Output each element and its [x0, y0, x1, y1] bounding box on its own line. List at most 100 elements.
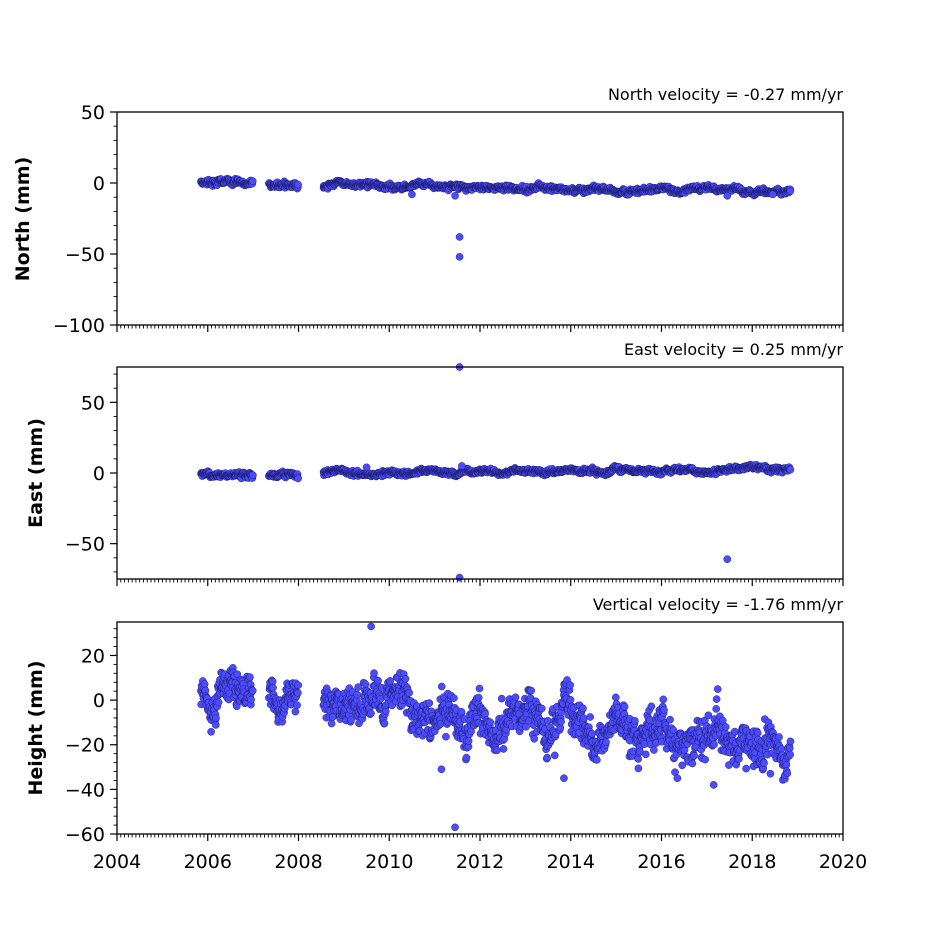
height-data-point — [666, 715, 674, 724]
height-x-tick-label: 2012 — [456, 851, 504, 873]
north-data-point — [294, 180, 302, 189]
height-data-point — [688, 759, 697, 768]
height-y-tick-label: −20 — [65, 735, 105, 757]
east-outlier-point — [458, 462, 466, 470]
height-data-point — [293, 701, 301, 710]
height-x-tick-label: 2010 — [365, 851, 413, 873]
height-data-point — [212, 714, 220, 722]
east-data-point — [786, 465, 795, 474]
height-data-point — [499, 745, 508, 753]
height-data-point — [579, 714, 588, 723]
height-data-point — [214, 698, 223, 707]
height-data-point — [486, 718, 494, 727]
height-data-point — [386, 677, 394, 685]
height-data-point — [557, 717, 565, 726]
east-panel: East velocity = 0.25 mm/yr East (mm) 50 0… — [25, 340, 844, 586]
height-data-point — [248, 686, 257, 695]
height-data-point — [660, 706, 668, 714]
north-y-tick-label: −100 — [53, 315, 105, 337]
height-data-point — [742, 764, 750, 773]
north-y-tick-label: 50 — [81, 102, 105, 124]
height-data-point — [593, 756, 601, 764]
height-data-point — [474, 693, 483, 702]
east-data-point — [249, 471, 257, 480]
east-y-tick-label: 50 — [81, 392, 105, 414]
height-data-point — [475, 684, 484, 693]
height-data-point — [374, 676, 382, 685]
height-data-point — [634, 764, 643, 773]
north-outlier-point — [408, 190, 416, 199]
height-data-point — [721, 723, 730, 731]
height-data-point — [497, 694, 506, 703]
height-y-tick-label: −40 — [65, 779, 105, 801]
height-data-point — [642, 750, 650, 759]
height-data-point — [450, 694, 458, 702]
north-data-point — [786, 187, 795, 195]
north-y-tick-label: −50 — [65, 244, 105, 266]
north-outlier-point — [723, 191, 732, 200]
height-data-point — [566, 681, 575, 689]
east-y-tick-label: 0 — [93, 463, 105, 485]
height-x-tick-label: 2004 — [93, 851, 141, 873]
north-points — [197, 174, 795, 261]
east-points — [197, 363, 795, 582]
height-y-tick-label: 20 — [81, 645, 105, 667]
height-data-point — [602, 738, 610, 746]
height-data-point — [327, 719, 336, 728]
height-data-point — [530, 735, 539, 743]
height-data-point — [543, 753, 552, 762]
east-outlier-point — [362, 463, 371, 472]
height-x-tick-label: 2008 — [274, 851, 322, 873]
height-data-point — [713, 685, 722, 693]
height-data-point — [291, 707, 300, 716]
north-outlier-point — [768, 190, 777, 199]
height-data-point — [380, 719, 389, 728]
height-data-point — [612, 693, 620, 702]
north-y-axis-label: North (mm) — [12, 157, 34, 282]
height-data-point — [247, 695, 255, 704]
height-data-point — [586, 713, 595, 721]
height-y-axis-label: Height (mm) — [25, 660, 47, 795]
height-data-point — [579, 704, 587, 713]
north-panel: North velocity = -0.27 mm/yr North (mm) … — [12, 85, 844, 337]
height-data-point — [527, 686, 536, 695]
height-data-point — [246, 673, 254, 681]
height-data-point — [511, 693, 520, 702]
north-outlier-point — [451, 191, 459, 200]
north-ticks: 50 0 −50 −100 — [53, 102, 844, 337]
north-outlier-point — [455, 253, 464, 261]
height-x-tick-label: 2014 — [547, 851, 595, 873]
north-plot-frame — [116, 111, 844, 326]
height-x-tick-label: 2018 — [728, 851, 776, 873]
height-x-tick-label: 2016 — [637, 851, 685, 873]
height-panel-title: Vertical velocity = -1.76 mm/yr — [593, 595, 844, 614]
height-data-point — [481, 710, 489, 718]
north-y-tick-label: 0 — [93, 173, 105, 195]
height-data-point — [566, 696, 575, 704]
height-data-point — [588, 730, 596, 738]
height-x-tick-label: 2006 — [184, 851, 232, 873]
height-data-point — [437, 682, 446, 691]
height-data-point — [735, 755, 743, 763]
height-x-tick-label: 2020 — [819, 851, 867, 873]
east-outlier-point — [723, 555, 732, 564]
height-data-point — [464, 737, 473, 745]
height-data-point — [631, 717, 639, 725]
height-data-point — [690, 752, 698, 760]
height-data-point — [370, 669, 378, 677]
height-data-point — [659, 695, 668, 704]
height-data-point — [731, 727, 739, 736]
height-data-point — [462, 753, 471, 762]
height-data-point — [294, 689, 302, 697]
height-data-point — [361, 680, 370, 689]
height-data-point — [401, 675, 410, 683]
east-y-tick-label: −50 — [65, 534, 105, 556]
height-data-point — [712, 705, 721, 713]
height-data-point — [405, 689, 414, 697]
height-data-point — [376, 695, 385, 703]
height-data-point — [207, 728, 215, 736]
east-y-axis-label: East (mm) — [25, 418, 47, 528]
height-data-point — [493, 746, 501, 755]
height-data-point — [367, 709, 375, 718]
height-data-point — [200, 680, 209, 688]
